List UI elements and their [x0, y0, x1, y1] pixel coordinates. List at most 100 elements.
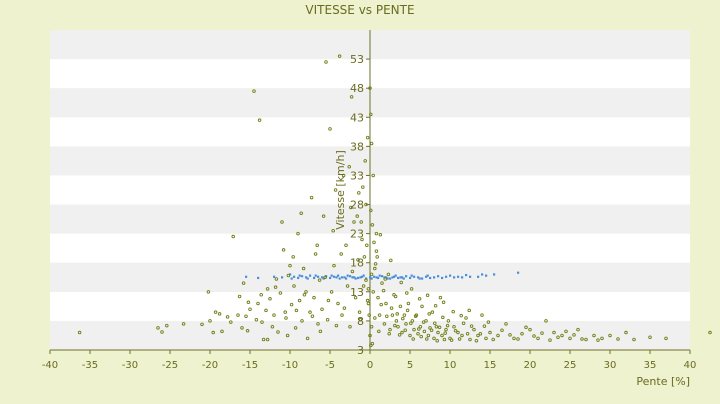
data-point: [358, 317, 363, 322]
data-point: [77, 330, 82, 335]
trend-point: [517, 271, 520, 274]
trend-point: [453, 276, 456, 279]
data-point: [432, 336, 436, 341]
data-point: [372, 240, 376, 245]
axes: [49, 30, 691, 354]
x-tick-label: 35: [644, 360, 657, 371]
data-point: [468, 337, 472, 342]
data-point: [364, 278, 368, 282]
data-point: [347, 164, 351, 169]
data-point: [402, 313, 407, 317]
x-tick-label: -35: [82, 360, 98, 371]
trend-point: [335, 276, 338, 279]
data-point: [309, 195, 314, 200]
data-point: [460, 333, 464, 338]
data-point: [348, 324, 352, 329]
data-point: [441, 300, 446, 305]
data-point: [411, 337, 415, 341]
x-tick-label: 15: [484, 360, 497, 371]
data-point: [373, 266, 377, 271]
data-point: [244, 314, 248, 319]
data-point: [292, 284, 296, 288]
data-point: [321, 214, 326, 218]
data-point: [451, 309, 455, 314]
data-point: [339, 252, 343, 256]
data-point: [508, 333, 512, 337]
trend-point: [445, 275, 448, 278]
data-point: [366, 301, 371, 306]
y-tick-label: 28: [350, 199, 364, 212]
data-point: [397, 333, 402, 337]
data-point: [504, 322, 508, 326]
data-point: [236, 313, 240, 317]
y-tick-label: 53: [350, 53, 364, 66]
data-point: [365, 135, 370, 140]
data-point: [160, 330, 164, 334]
y-axis-label: Vitesse [km/h]: [334, 150, 347, 230]
data-point: [289, 302, 294, 307]
trend-point: [493, 273, 496, 276]
data-point: [410, 319, 415, 323]
data-point: [256, 301, 260, 306]
x-tick-label: 10: [444, 360, 457, 371]
data-point: [276, 330, 280, 334]
trend-point: [346, 274, 349, 277]
data-point: [293, 326, 298, 330]
trend-point: [401, 276, 404, 279]
data-point: [404, 322, 408, 326]
data-point: [350, 269, 355, 274]
data-point: [353, 295, 358, 300]
trend-point: [317, 275, 320, 278]
data-point: [156, 326, 160, 330]
data-point: [456, 330, 460, 335]
trend-point: [338, 277, 341, 280]
trend-point: [485, 274, 488, 277]
data-point: [291, 255, 295, 259]
trend-point: [413, 275, 416, 278]
data-point: [422, 329, 427, 334]
data-point: [664, 336, 668, 341]
data-point: [474, 338, 479, 343]
data-point: [265, 337, 270, 342]
data-point: [213, 310, 218, 314]
trend-point: [449, 274, 452, 277]
data-point: [274, 277, 279, 281]
data-point: [398, 304, 403, 309]
data-point: [568, 336, 572, 341]
data-point: [449, 338, 454, 342]
data-point: [371, 173, 375, 178]
data-point: [312, 295, 316, 300]
trend-point: [370, 277, 373, 280]
data-point: [488, 330, 492, 335]
data-point: [364, 202, 368, 207]
data-point: [552, 330, 556, 335]
trend-point: [297, 276, 300, 280]
trend-point: [421, 277, 424, 280]
data-point: [374, 249, 379, 253]
x-tick-label: 25: [564, 360, 577, 371]
trend-point: [383, 276, 386, 279]
data-point: [365, 243, 369, 248]
data-point: [418, 324, 423, 329]
data-point: [317, 278, 322, 282]
data-point: [368, 86, 372, 90]
data-point: [318, 329, 323, 334]
data-point: [374, 231, 379, 236]
data-point: [369, 208, 373, 213]
data-point: [608, 333, 612, 338]
data-point: [337, 54, 342, 58]
data-point: [433, 304, 438, 308]
data-point: [373, 316, 377, 320]
data-point: [370, 223, 375, 227]
data-point: [388, 327, 392, 332]
data-point: [572, 333, 576, 337]
data-point: [540, 331, 544, 335]
data-point: [315, 243, 319, 248]
trend-point: [354, 277, 357, 280]
data-point: [596, 338, 600, 342]
trend-point: [314, 274, 317, 277]
data-point: [310, 314, 315, 319]
data-point: [369, 141, 374, 146]
trend-point: [353, 276, 356, 279]
data-point: [520, 331, 524, 336]
